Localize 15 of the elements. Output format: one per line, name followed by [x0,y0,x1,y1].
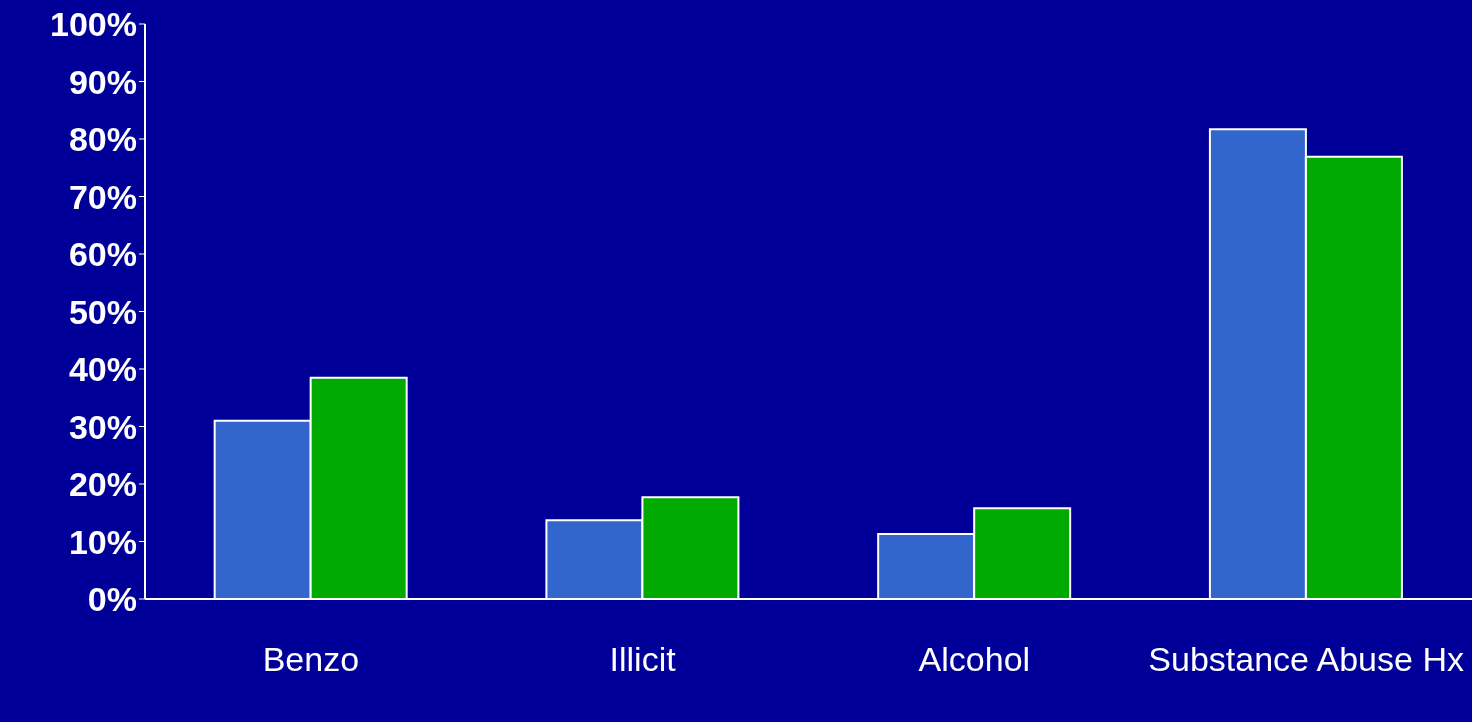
y-tick-label: 40% [68,350,137,389]
y-tick-label: 60% [68,235,137,274]
y-tick-label: 90% [68,62,137,101]
y-tick-label: 30% [68,407,137,446]
y-tick-label: 70% [68,177,137,216]
y-tick-label: 0% [87,580,137,619]
y-tick-label: 50% [68,292,137,331]
y-tick-label: 10% [68,522,137,561]
y-tick-label: 100% [50,5,137,44]
x-tick-label: Illicit [609,640,677,679]
x-tick-label: Benzo [262,640,360,679]
y-tick-label: 20% [68,465,137,504]
x-tick-label: Substance Abuse Hx [1148,640,1464,679]
y-tick-label: 80% [68,120,137,159]
x-tick-label: Alcohol [918,640,1031,679]
